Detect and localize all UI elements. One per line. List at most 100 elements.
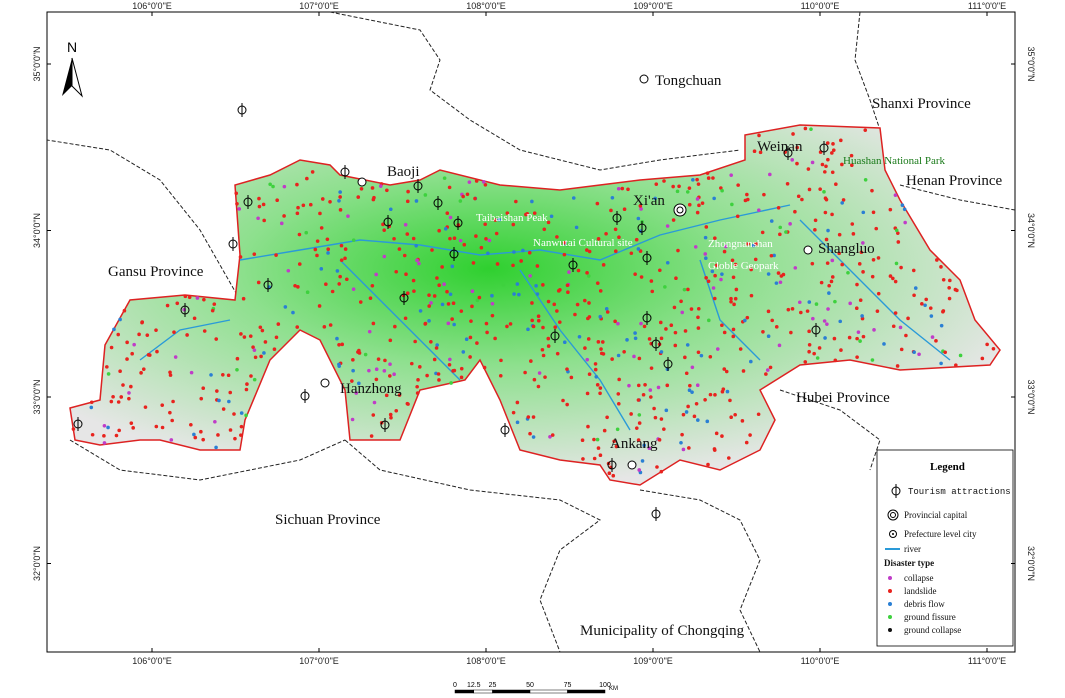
disaster-point xyxy=(257,196,261,201)
disaster-point xyxy=(728,398,732,403)
lon-label: 111°0'0"E xyxy=(968,656,1006,666)
disaster-point xyxy=(636,247,641,251)
disaster-point xyxy=(605,415,609,420)
disaster-point xyxy=(394,408,399,413)
disaster-point xyxy=(367,368,371,373)
disaster-point xyxy=(696,182,701,186)
disaster-point xyxy=(826,228,830,233)
lon-label: 111°0'0"E xyxy=(968,1,1006,11)
disaster-point xyxy=(605,310,610,314)
disaster-point xyxy=(781,272,786,277)
disaster-point xyxy=(295,325,300,329)
disaster-point xyxy=(764,372,768,376)
disaster-point xyxy=(338,195,342,199)
disaster-point xyxy=(168,370,172,375)
disaster-point xyxy=(470,289,475,294)
disaster-point xyxy=(505,211,510,215)
disaster-point xyxy=(414,199,419,203)
disaster-point xyxy=(823,196,828,200)
disaster-point xyxy=(637,356,642,361)
disaster-point xyxy=(125,340,129,345)
disaster-point xyxy=(663,285,667,289)
disaster-point xyxy=(687,202,692,207)
disaster-point xyxy=(404,272,408,277)
disaster-point xyxy=(807,300,812,304)
disaster-point xyxy=(515,260,519,264)
disaster-point xyxy=(896,240,901,244)
disaster-point xyxy=(403,316,408,321)
disaster-point xyxy=(614,444,619,449)
disaster-point xyxy=(414,243,418,248)
disaster-point xyxy=(338,190,342,194)
disaster-point xyxy=(870,188,874,193)
disaster-point xyxy=(629,412,633,416)
disaster-point xyxy=(372,400,377,405)
disaster-point xyxy=(761,330,765,334)
rivers xyxy=(139,204,951,431)
disaster-point xyxy=(896,231,900,235)
disaster-point xyxy=(411,278,416,283)
disaster-point xyxy=(450,264,455,269)
disaster-point xyxy=(169,438,174,442)
disaster-point xyxy=(511,410,516,415)
disaster-point xyxy=(345,277,349,282)
disaster-point xyxy=(891,324,896,329)
disaster-point xyxy=(429,339,433,344)
disaster-point xyxy=(695,210,700,215)
disaster-point xyxy=(749,267,753,272)
disaster-point xyxy=(831,148,836,152)
disaster-point xyxy=(947,296,952,301)
disaster-point xyxy=(840,201,844,205)
disaster-point xyxy=(263,340,268,344)
disaster-point xyxy=(662,179,666,183)
disaster-point xyxy=(359,186,364,191)
disaster-point xyxy=(641,392,646,397)
disaster-point xyxy=(118,369,122,374)
disaster-point xyxy=(807,349,811,354)
disaster-point xyxy=(734,287,739,292)
disaster-point xyxy=(214,445,218,450)
disaster-point xyxy=(212,302,217,306)
disaster-point xyxy=(490,313,495,318)
legend-swatch xyxy=(888,602,892,606)
scale-label: 0 xyxy=(453,682,457,689)
disaster-point xyxy=(903,220,907,225)
disaster-point xyxy=(461,350,466,354)
disaster-point xyxy=(232,412,236,416)
disaster-point xyxy=(437,228,441,233)
disaster-point xyxy=(813,228,817,232)
disaster-point xyxy=(920,302,924,306)
disaster-point xyxy=(893,279,898,284)
disaster-point xyxy=(929,314,934,318)
legend-subtitle: Disaster type xyxy=(884,558,934,568)
disaster-point xyxy=(824,237,829,242)
disaster-point xyxy=(893,193,898,197)
disaster-point xyxy=(275,198,279,203)
disaster-point xyxy=(319,267,324,271)
disaster-point xyxy=(731,275,736,280)
disaster-point xyxy=(875,309,880,313)
disaster-point xyxy=(676,248,680,253)
disaster-point xyxy=(720,272,724,276)
disaster-point xyxy=(602,428,607,433)
disaster-point xyxy=(515,282,520,286)
disaster-point xyxy=(305,290,310,295)
disaster-point xyxy=(636,438,641,442)
disaster-point xyxy=(627,383,631,388)
scale-label: 100 xyxy=(599,682,611,689)
disaster-point xyxy=(703,252,708,256)
disaster-point xyxy=(325,237,330,242)
disaster-point xyxy=(724,369,729,374)
disaster-point xyxy=(382,228,387,232)
disaster-point xyxy=(729,415,733,420)
disaster-point xyxy=(851,232,856,236)
disaster-point xyxy=(647,446,652,451)
legend-swatch xyxy=(888,589,892,593)
disaster-point xyxy=(904,333,908,338)
disaster-point xyxy=(515,400,520,405)
disaster-point xyxy=(202,329,207,333)
disaster-point xyxy=(616,321,620,326)
disaster-point xyxy=(985,342,989,347)
disaster-point xyxy=(639,207,643,211)
disaster-point xyxy=(543,375,547,379)
